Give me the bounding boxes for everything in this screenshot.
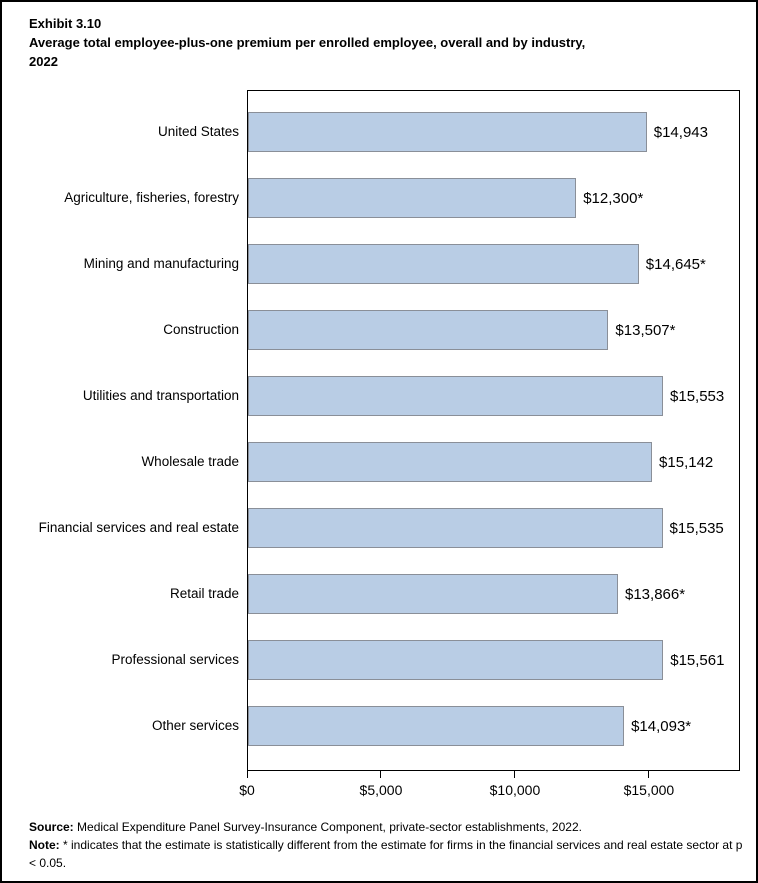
chart-title-year: 2022	[29, 54, 58, 69]
chart-title-line: Average total employee-plus-one premium …	[29, 35, 586, 50]
x-axis-tick	[380, 771, 382, 778]
bar	[248, 244, 639, 284]
bar-value-label: $13,507*	[615, 321, 676, 339]
category-labels: United States Agriculture, fisheries, for…	[12, 90, 239, 771]
bar-row: $15,142	[248, 442, 739, 482]
bar-row: $12,300*	[248, 178, 739, 218]
bar-value-label: $14,645*	[645, 255, 706, 273]
footer-notes: Source: Medical Expenditure Panel Survey…	[29, 818, 743, 872]
bar-value-label: $15,535	[669, 519, 724, 537]
source-text: Medical Expenditure Panel Survey-Insuran…	[73, 820, 582, 834]
x-axis-tick	[648, 771, 650, 778]
exhibit-number: Exhibit 3.10	[29, 16, 102, 31]
bar-value-label: $14,943	[653, 123, 708, 141]
bar	[248, 376, 664, 416]
category-label: Agriculture, fisheries, forestry	[64, 189, 239, 205]
category-label: United States	[157, 123, 239, 139]
bar	[248, 178, 577, 218]
x-axis-tick	[246, 771, 248, 778]
bar-value-label: $15,553	[670, 387, 725, 405]
bar	[248, 640, 664, 680]
x-axis-tick	[514, 771, 516, 778]
category-label: Professional services	[111, 651, 239, 667]
source-label: Source:	[29, 820, 74, 834]
note-text: * indicates that the estimate is statist…	[29, 838, 743, 870]
category-label: Other services	[151, 717, 239, 733]
bar-row: $13,507*	[248, 310, 739, 350]
category-label: Financial services and real estate	[38, 519, 239, 535]
bar	[248, 310, 609, 350]
bar-row: $15,561	[248, 640, 739, 680]
category-label: Retail trade	[169, 585, 239, 601]
bar-row: $14,093*	[248, 706, 739, 746]
bar	[248, 574, 618, 614]
bar-row: $14,943	[248, 112, 739, 152]
bar-value-label: $12,300*	[583, 189, 644, 207]
x-axis-tick-label: $15,000	[623, 782, 675, 798]
note-label: Note:	[29, 838, 60, 852]
x-axis-tick-label: $10,000	[489, 782, 541, 798]
source-note: Source: Medical Expenditure Panel Survey…	[29, 818, 743, 836]
bar-row: $15,535	[248, 508, 739, 548]
x-axis-tick-label: $0	[239, 782, 255, 798]
category-label: Wholesale trade	[141, 453, 239, 469]
category-label: Construction	[163, 321, 239, 337]
x-axis: $0 $5,000 $10,000 $15,000	[239, 771, 740, 811]
bar-row: $15,553	[248, 376, 739, 416]
bar	[248, 508, 663, 548]
bar-row: $14,645*	[248, 244, 739, 284]
bar-row: $13,866*	[248, 574, 739, 614]
bar	[248, 706, 625, 746]
plot-area: $14,943 $12,300* $14,645* $13,507* $15,553 $1…	[247, 90, 740, 771]
bar-value-label: $14,093*	[631, 717, 692, 735]
bar-value-label: $15,142	[659, 453, 714, 471]
bar-value-label: $13,866*	[625, 585, 686, 603]
bar	[248, 442, 653, 482]
chart-title: Exhibit 3.10 Average total employee-plus…	[29, 14, 729, 71]
statistical-note: Note: * indicates that the estimate is s…	[29, 836, 743, 872]
x-axis-tick-label: $5,000	[359, 782, 403, 798]
category-label: Utilities and transportation	[82, 387, 239, 403]
category-label: Mining and manufacturing	[83, 255, 239, 271]
bar	[248, 112, 647, 152]
bar-value-label: $15,561	[670, 651, 725, 669]
